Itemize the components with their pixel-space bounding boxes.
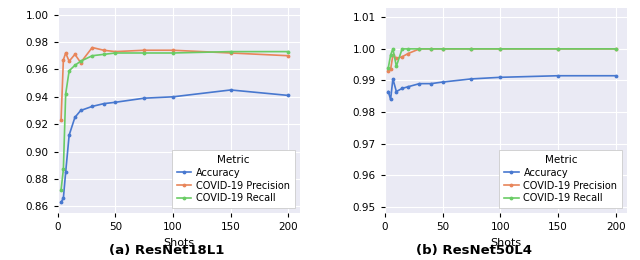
COVID-19 Precision bbox=[77, 61, 84, 64]
Legend: Accuracy, COVID-19 Precision, COVID-19 Recall: Accuracy, COVID-19 Precision, COVID-19 R… bbox=[172, 150, 295, 208]
COVID-19 Recall bbox=[65, 69, 73, 72]
COVID-19 Precision bbox=[612, 47, 620, 50]
COVID-19 Recall bbox=[404, 47, 412, 50]
COVID-19 Recall bbox=[227, 50, 235, 53]
Text: (a) ResNet18L1: (a) ResNet18L1 bbox=[109, 244, 224, 257]
Accuracy bbox=[140, 97, 148, 100]
COVID-19 Precision bbox=[111, 50, 119, 53]
Accuracy bbox=[88, 105, 96, 108]
COVID-19 Recall bbox=[88, 54, 96, 57]
Accuracy bbox=[554, 74, 562, 77]
Line: Accuracy: Accuracy bbox=[59, 88, 291, 205]
COVID-19 Precision bbox=[285, 54, 292, 57]
Accuracy bbox=[468, 77, 476, 80]
Accuracy bbox=[169, 95, 177, 98]
Accuracy bbox=[387, 98, 394, 101]
COVID-19 Precision bbox=[227, 51, 235, 55]
Accuracy bbox=[427, 82, 435, 85]
Accuracy bbox=[71, 116, 79, 119]
COVID-19 Recall bbox=[111, 51, 119, 55]
COVID-19 Precision bbox=[385, 69, 392, 73]
Accuracy bbox=[398, 87, 406, 90]
Line: COVID-19 Recall: COVID-19 Recall bbox=[386, 47, 618, 70]
Accuracy bbox=[438, 81, 446, 84]
COVID-19 Precision bbox=[387, 68, 394, 71]
COVID-19 Precision bbox=[169, 49, 177, 52]
COVID-19 Precision bbox=[497, 47, 504, 50]
Accuracy bbox=[404, 85, 412, 88]
COVID-19 Precision bbox=[468, 47, 476, 50]
COVID-19 Recall bbox=[169, 51, 177, 55]
X-axis label: Shots: Shots bbox=[163, 238, 195, 248]
COVID-19 Precision bbox=[60, 58, 67, 61]
COVID-19 Recall bbox=[497, 47, 504, 50]
Accuracy bbox=[415, 82, 423, 85]
COVID-19 Precision bbox=[427, 47, 435, 50]
COVID-19 Recall bbox=[415, 47, 423, 50]
Legend: Accuracy, COVID-19 Precision, COVID-19 Recall: Accuracy, COVID-19 Precision, COVID-19 R… bbox=[499, 150, 622, 208]
COVID-19 Recall bbox=[387, 54, 394, 57]
Accuracy bbox=[57, 201, 65, 204]
COVID-19 Precision bbox=[88, 46, 96, 49]
COVID-19 Recall bbox=[398, 47, 406, 50]
Accuracy bbox=[227, 88, 235, 92]
COVID-19 Precision bbox=[65, 60, 73, 63]
COVID-19 Precision bbox=[438, 47, 446, 50]
COVID-19 Recall bbox=[389, 47, 397, 50]
Accuracy bbox=[62, 171, 70, 174]
Line: COVID-19 Precision: COVID-19 Precision bbox=[386, 47, 618, 73]
Accuracy bbox=[111, 101, 119, 104]
COVID-19 Recall bbox=[612, 47, 620, 50]
COVID-19 Recall bbox=[385, 66, 392, 69]
COVID-19 Recall bbox=[392, 65, 400, 68]
Accuracy bbox=[385, 90, 392, 93]
COVID-19 Precision bbox=[415, 47, 423, 50]
X-axis label: Shots: Shots bbox=[490, 238, 522, 248]
COVID-19 Recall bbox=[468, 47, 476, 50]
COVID-19 Recall bbox=[71, 64, 79, 67]
Accuracy bbox=[389, 77, 397, 80]
COVID-19 Precision bbox=[57, 119, 65, 122]
COVID-19 Recall bbox=[100, 53, 108, 56]
Accuracy bbox=[77, 109, 84, 112]
COVID-19 Precision bbox=[100, 49, 108, 52]
Line: Accuracy: Accuracy bbox=[386, 73, 618, 102]
Accuracy bbox=[497, 76, 504, 79]
COVID-19 Precision bbox=[398, 55, 406, 58]
COVID-19 Precision bbox=[71, 53, 79, 56]
Accuracy bbox=[100, 102, 108, 105]
COVID-19 Precision bbox=[554, 47, 562, 50]
COVID-19 Precision bbox=[389, 54, 397, 57]
Accuracy bbox=[392, 90, 400, 93]
COVID-19 Recall bbox=[60, 168, 67, 171]
Text: (b) ResNet50L4: (b) ResNet50L4 bbox=[415, 244, 532, 257]
COVID-19 Recall bbox=[62, 93, 70, 96]
COVID-19 Recall bbox=[57, 188, 65, 191]
COVID-19 Recall bbox=[285, 50, 292, 53]
Accuracy bbox=[612, 74, 620, 77]
COVID-19 Precision bbox=[404, 52, 412, 55]
Accuracy bbox=[65, 134, 73, 137]
COVID-19 Recall bbox=[77, 60, 84, 63]
COVID-19 Precision bbox=[140, 49, 148, 52]
COVID-19 Precision bbox=[392, 57, 400, 60]
COVID-19 Recall bbox=[438, 47, 446, 50]
Accuracy bbox=[285, 94, 292, 97]
COVID-19 Recall bbox=[554, 47, 562, 50]
Line: COVID-19 Recall: COVID-19 Recall bbox=[59, 49, 291, 192]
Accuracy bbox=[60, 197, 67, 200]
COVID-19 Recall bbox=[427, 47, 435, 50]
Line: COVID-19 Precision: COVID-19 Precision bbox=[59, 45, 291, 122]
COVID-19 Recall bbox=[140, 51, 148, 55]
COVID-19 Precision bbox=[62, 51, 70, 55]
